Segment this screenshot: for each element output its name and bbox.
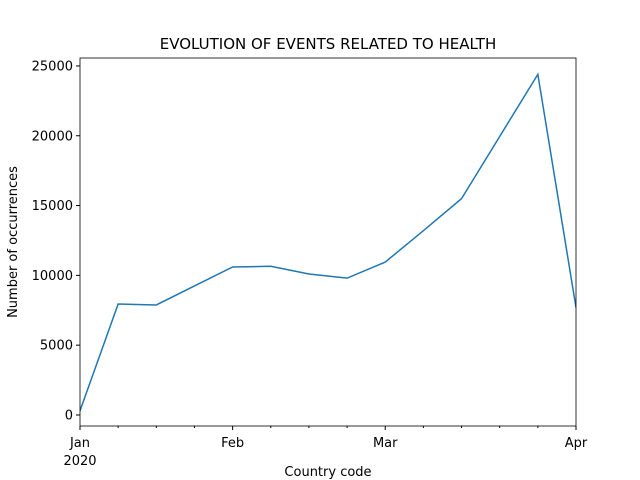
x-tick-label: Apr <box>565 436 588 451</box>
y-axis-label: Number of occurrences <box>6 166 21 318</box>
line <box>80 72 576 412</box>
y-tick-label: 15000 <box>32 199 73 214</box>
plot-frame <box>79 57 577 427</box>
y-tick-label: 10000 <box>32 269 73 284</box>
x-tick-label: Feb <box>221 436 244 451</box>
y-tick-label: 25000 <box>32 59 73 74</box>
chart-title: EVOLUTION OF EVENTS RELATED TO HEALTH <box>160 35 497 53</box>
y-tick-label: 5000 <box>40 339 73 354</box>
y-tick-label: 0 <box>65 408 73 423</box>
x-year-label: 2020 <box>63 454 96 469</box>
x-axis-label: Country code <box>284 465 371 480</box>
x-tick-label: Jan <box>69 436 90 451</box>
y-tick-label: 20000 <box>32 129 73 144</box>
x-tick-label: Mar <box>373 436 398 451</box>
